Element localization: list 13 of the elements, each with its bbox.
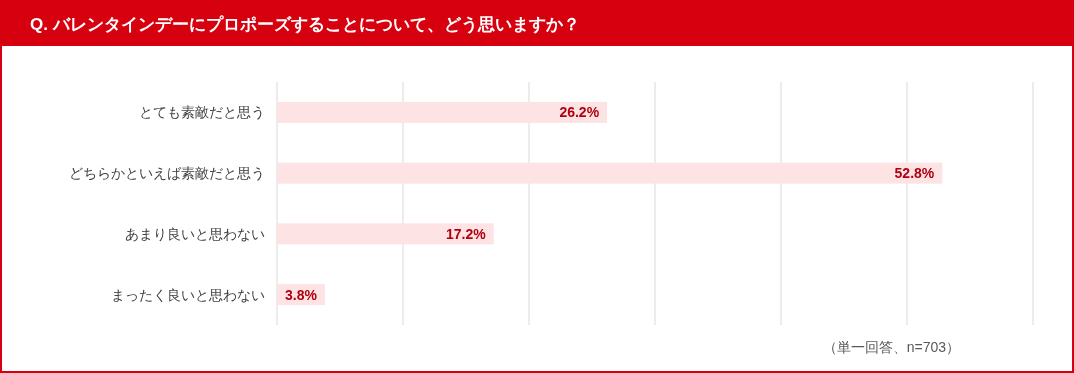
text: （単一回答、n=703） <box>822 339 960 355</box>
bar <box>277 223 494 245</box>
data-label: 52.8% <box>894 165 935 182</box>
y-tick-label: まったく良いと思わない <box>111 286 265 303</box>
y-tick-label: どちらかといえば素敵だと思う <box>69 165 265 182</box>
bar <box>277 101 608 123</box>
data-label: 3.8% <box>284 286 318 303</box>
y-tick-label: あまり良いと思わない <box>125 225 265 242</box>
data-label: 17.2% <box>446 225 487 242</box>
y-tick-label: とても素敵だと思う <box>139 104 265 121</box>
bar <box>277 162 943 184</box>
chart-title: Q. バレンタインデーにプロポーズすることについて、どう思いますか？ <box>30 15 580 34</box>
data-label: 26.2% <box>559 104 600 121</box>
